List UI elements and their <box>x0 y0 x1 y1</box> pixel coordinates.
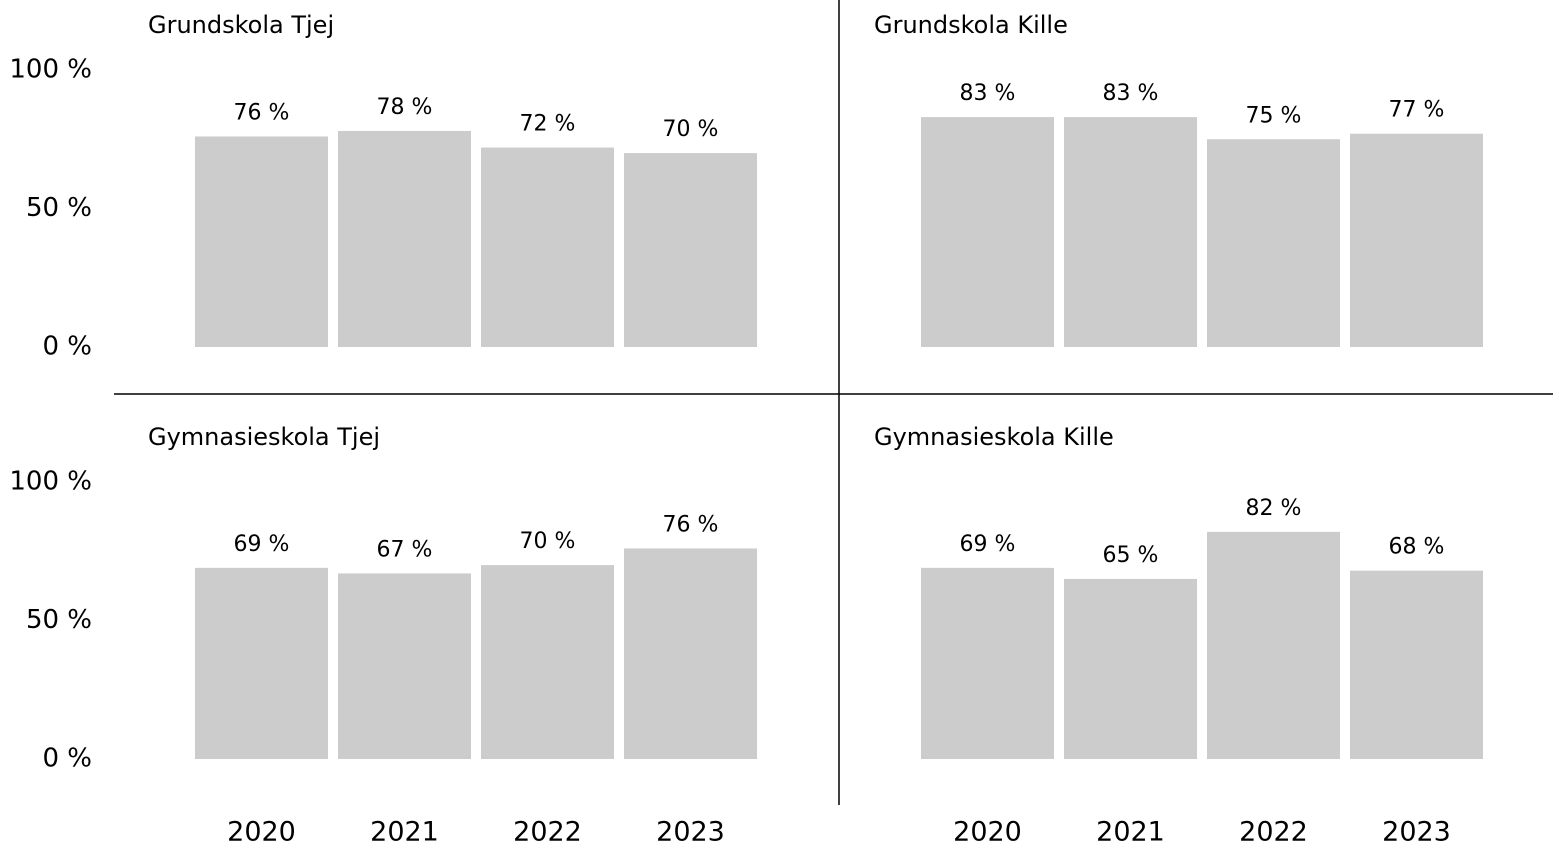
value-label: 77 % <box>1389 98 1445 123</box>
value-label: 70 % <box>663 117 719 142</box>
bar <box>1207 139 1340 347</box>
value-label: 69 % <box>960 532 1016 557</box>
bar <box>921 117 1054 347</box>
bar <box>624 153 757 347</box>
value-label: 70 % <box>520 529 576 554</box>
bar <box>1207 531 1340 759</box>
y-tick-label: 0 % <box>42 744 92 774</box>
bar <box>1350 133 1483 347</box>
x-tick-label: 2020 <box>953 817 1022 848</box>
y-tick-label: 100 % <box>9 55 92 85</box>
value-label: 67 % <box>377 537 433 562</box>
bar <box>481 565 614 759</box>
bar <box>1350 570 1483 759</box>
bar <box>1064 117 1197 347</box>
value-label: 76 % <box>663 512 719 537</box>
value-label: 83 % <box>1103 81 1159 106</box>
bar <box>338 130 471 347</box>
bar <box>921 567 1054 759</box>
y-tick-label: 100 % <box>9 467 92 497</box>
panel-title: Gymnasieskola Kille <box>874 423 1114 451</box>
value-label: 83 % <box>960 81 1016 106</box>
value-label: 78 % <box>377 95 433 120</box>
bar <box>338 573 471 759</box>
panel-title: Gymnasieskola Tjej <box>148 423 380 451</box>
x-tick-label: 2021 <box>1096 817 1165 848</box>
x-tick-label: 2022 <box>513 817 582 848</box>
x-tick-label: 2020 <box>227 817 296 848</box>
bar <box>1064 578 1197 759</box>
bar <box>195 567 328 759</box>
bar <box>624 548 757 759</box>
y-tick-label: 0 % <box>42 332 92 362</box>
value-label: 82 % <box>1246 496 1302 521</box>
value-label: 69 % <box>234 532 290 557</box>
x-tick-label: 2022 <box>1239 817 1308 848</box>
value-label: 68 % <box>1389 535 1445 560</box>
x-tick-label: 2023 <box>1382 817 1451 848</box>
bar <box>195 136 328 347</box>
bar <box>481 147 614 347</box>
value-label: 75 % <box>1246 103 1302 128</box>
x-tick-label: 2023 <box>656 817 725 848</box>
panel-title: Grundskola Tjej <box>148 11 334 39</box>
y-tick-label: 50 % <box>26 605 92 635</box>
panel-title: Grundskola Kille <box>874 11 1068 39</box>
x-tick-label: 2021 <box>370 817 439 848</box>
value-label: 65 % <box>1103 543 1159 568</box>
value-label: 76 % <box>234 100 290 125</box>
y-tick-label: 50 % <box>26 193 92 223</box>
value-label: 72 % <box>520 112 576 137</box>
